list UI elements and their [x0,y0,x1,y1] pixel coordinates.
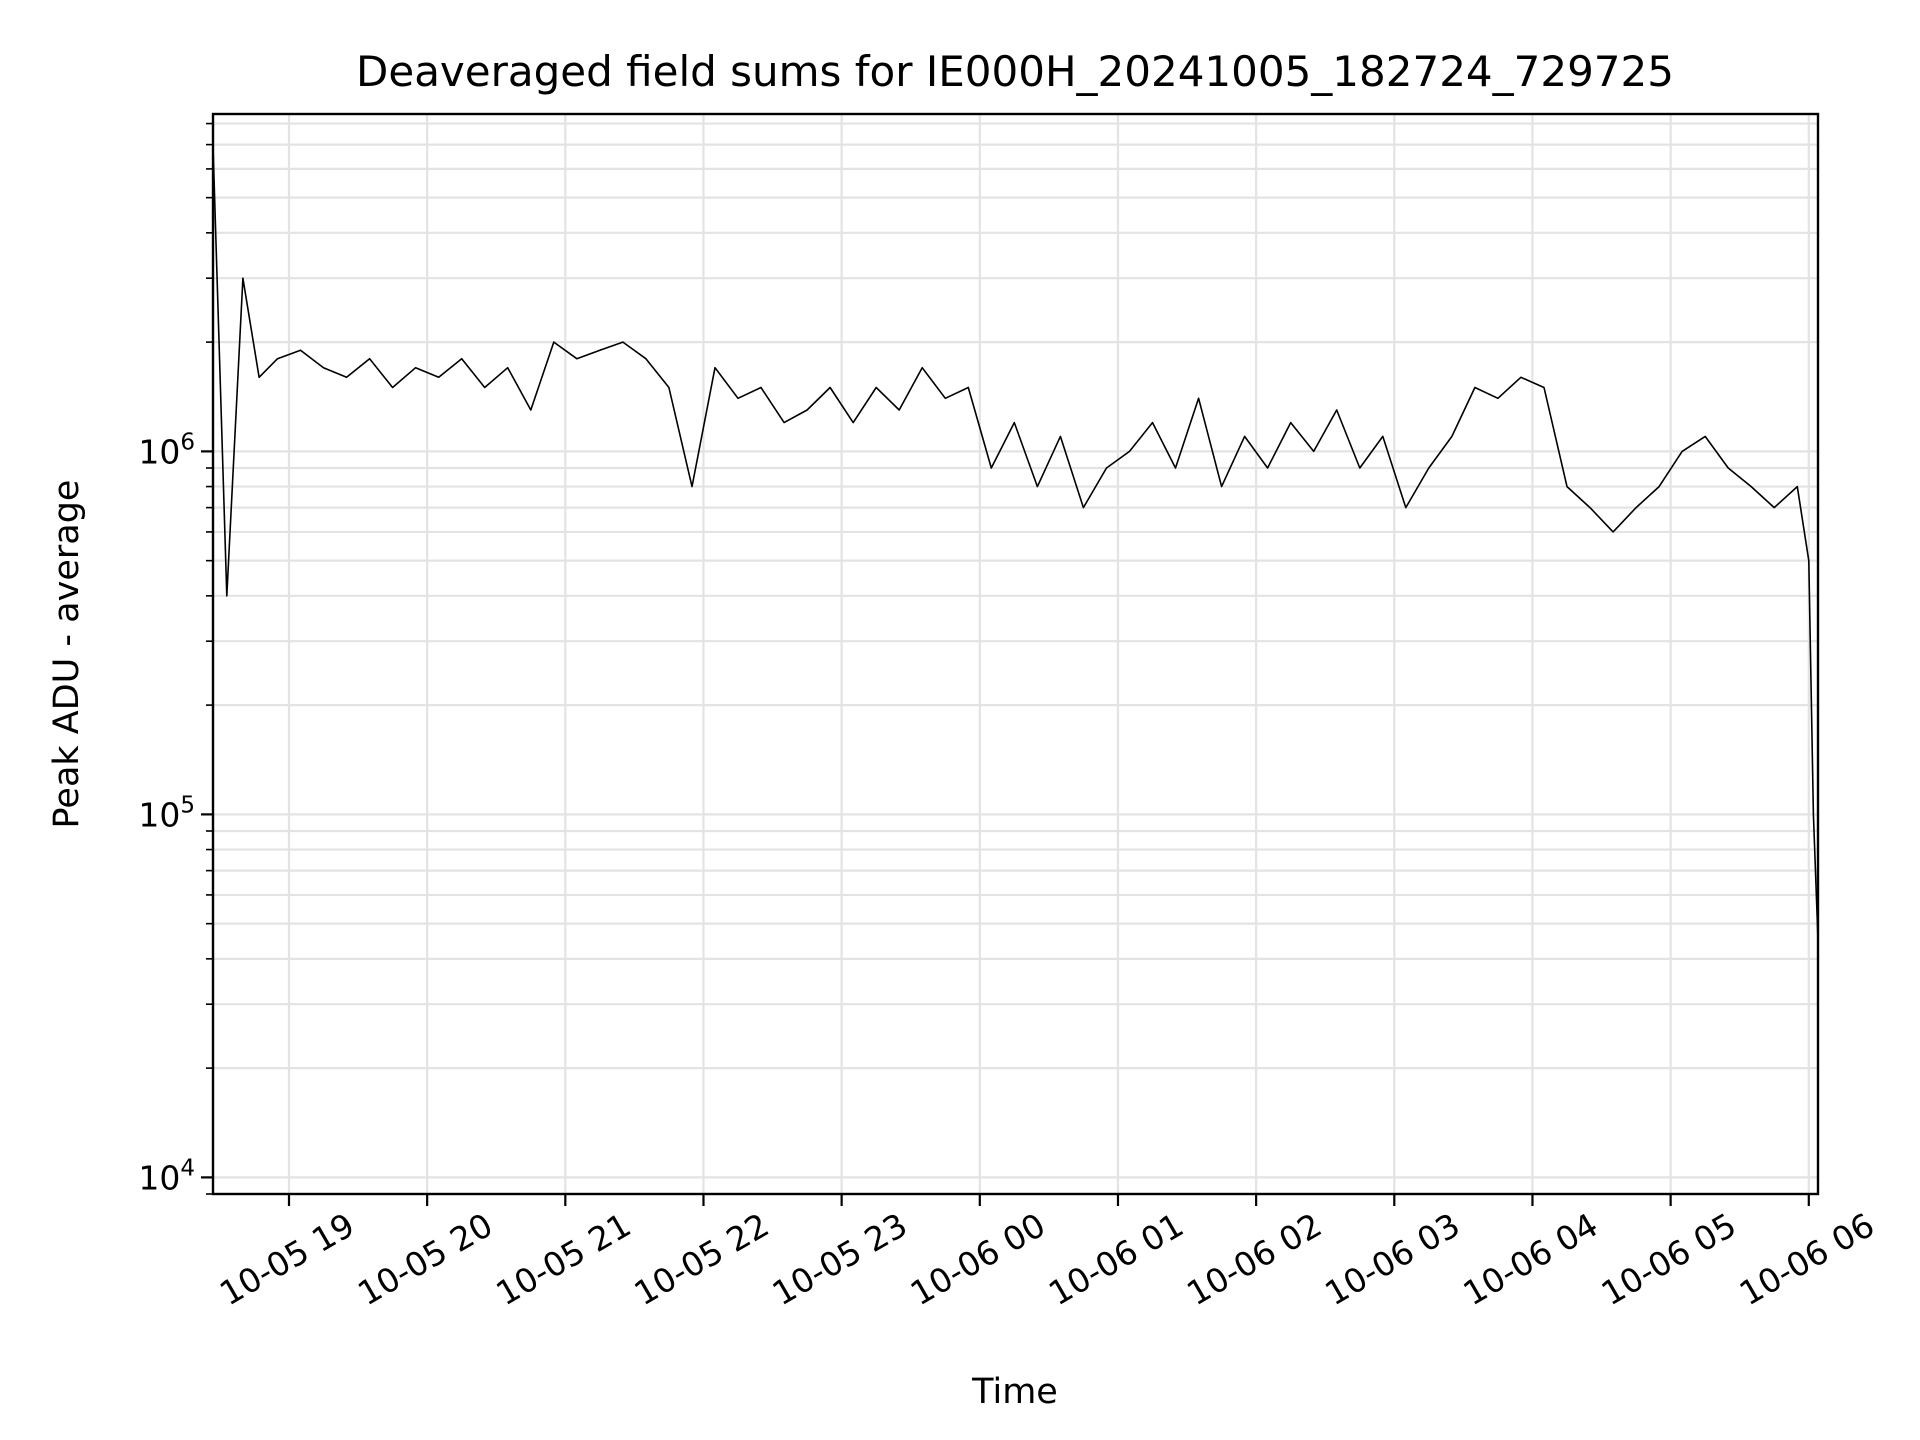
plot-frame [211,112,1820,1196]
y-tick-label: 105 [138,792,195,834]
y-tick-label: 106 [138,429,195,471]
x-axis-label: Time [971,1372,1058,1412]
plot-area [213,114,1818,1194]
series-line [212,144,1819,941]
y-axis-label: Peak ADU - average [47,480,87,829]
y-tick-label: 104 [138,1155,195,1197]
chart-title: Deaveraged field sums for IE000H_2024100… [356,47,1674,96]
y-axis-ticks: 104 105 106 [138,122,213,1197]
data-line [212,144,1819,941]
grid [213,114,1818,1196]
